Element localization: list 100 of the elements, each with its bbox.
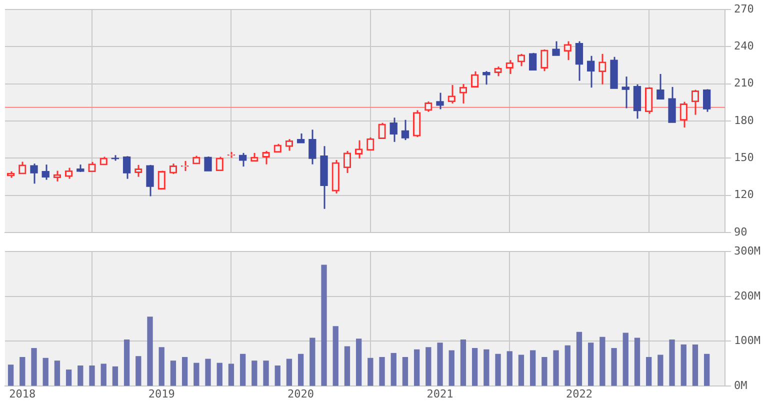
bar bbox=[147, 316, 153, 386]
y-tick-label: 100M bbox=[734, 334, 761, 348]
bar bbox=[286, 358, 292, 386]
bar bbox=[252, 360, 258, 386]
bar bbox=[518, 354, 524, 386]
candlestick bbox=[158, 170, 166, 190]
bar bbox=[622, 332, 628, 386]
bar bbox=[634, 338, 640, 386]
candlestick bbox=[238, 152, 247, 168]
candlestick bbox=[122, 155, 131, 180]
candlestick bbox=[204, 156, 212, 172]
candlestick bbox=[308, 128, 316, 166]
bar bbox=[680, 344, 686, 386]
y-tick-label: 300M bbox=[734, 244, 761, 258]
x-tick-label: 2018 bbox=[9, 387, 36, 400]
candlestick bbox=[656, 73, 664, 100]
x-tick-label: 2021 bbox=[426, 387, 454, 400]
candlestick bbox=[691, 89, 700, 116]
bar bbox=[658, 354, 664, 386]
bar bbox=[460, 340, 466, 386]
candlestick bbox=[552, 40, 560, 56]
candlestick bbox=[354, 140, 363, 160]
bar bbox=[600, 336, 606, 386]
bar bbox=[472, 348, 478, 386]
bar bbox=[321, 264, 327, 386]
bar bbox=[704, 354, 710, 386]
candlestick bbox=[18, 160, 26, 175]
candlestick bbox=[378, 122, 386, 140]
candlestick bbox=[702, 88, 711, 113]
y-tick-label: 0M bbox=[734, 378, 748, 392]
y-tick-label: 240 bbox=[734, 40, 754, 53]
candlestick bbox=[644, 86, 653, 115]
bar bbox=[78, 366, 84, 386]
bar bbox=[576, 332, 582, 386]
bar bbox=[344, 346, 350, 386]
candlestick bbox=[412, 109, 421, 138]
bar bbox=[112, 366, 118, 386]
bar bbox=[182, 357, 188, 386]
bar bbox=[646, 357, 652, 386]
bar bbox=[31, 348, 37, 386]
candlestick bbox=[401, 119, 410, 141]
candlestick bbox=[598, 53, 606, 86]
bar bbox=[379, 357, 385, 386]
candlestick bbox=[482, 70, 490, 86]
candlestick bbox=[216, 156, 224, 172]
candlestick bbox=[390, 116, 398, 143]
candlestick bbox=[424, 100, 432, 113]
bar bbox=[274, 366, 280, 386]
bar bbox=[426, 347, 432, 386]
candlestick bbox=[134, 164, 142, 178]
bar bbox=[42, 358, 48, 386]
bar bbox=[136, 356, 142, 386]
candlestick bbox=[517, 53, 526, 67]
candlestick bbox=[64, 167, 73, 180]
bar bbox=[158, 347, 164, 386]
y-tick-label: 270 bbox=[734, 2, 754, 16]
x-tick-label: 2020 bbox=[288, 387, 314, 400]
x-tick-label: 2019 bbox=[148, 387, 175, 400]
candlestick bbox=[470, 70, 479, 88]
bar bbox=[332, 326, 338, 386]
bar bbox=[356, 338, 362, 386]
candlestick bbox=[88, 161, 96, 172]
candlestick bbox=[680, 101, 688, 128]
bar bbox=[495, 354, 501, 386]
candlestick bbox=[575, 40, 584, 82]
bar bbox=[89, 366, 95, 386]
candlestick bbox=[262, 150, 270, 166]
bar bbox=[100, 364, 106, 386]
candlestick bbox=[42, 164, 50, 181]
candlestick bbox=[564, 40, 572, 61]
bar bbox=[506, 351, 512, 386]
candlestick bbox=[528, 52, 537, 71]
y-tick-label: 90 bbox=[734, 225, 748, 238]
y-tick-label: 150 bbox=[734, 150, 754, 164]
bar bbox=[692, 344, 698, 386]
candlestick bbox=[436, 92, 444, 110]
candlestick bbox=[169, 162, 178, 175]
bar bbox=[298, 354, 304, 386]
y-tick-label: 210 bbox=[734, 76, 754, 90]
candlestick bbox=[586, 55, 595, 88]
bar bbox=[414, 349, 420, 386]
bar bbox=[611, 348, 617, 386]
bar bbox=[310, 338, 316, 386]
bar bbox=[8, 364, 14, 386]
bar bbox=[240, 354, 246, 386]
bar bbox=[205, 358, 211, 386]
bar bbox=[216, 362, 222, 386]
candlestick bbox=[343, 150, 352, 174]
y-tick-label: 200M bbox=[734, 289, 761, 302]
bar bbox=[228, 364, 234, 386]
bar bbox=[553, 350, 559, 386]
bar bbox=[402, 357, 408, 386]
candlestick bbox=[540, 48, 548, 72]
bar bbox=[390, 352, 396, 386]
candlestick bbox=[622, 76, 630, 109]
bar bbox=[437, 342, 443, 386]
candlestick bbox=[30, 162, 38, 184]
x-tick-label: 2022 bbox=[566, 387, 592, 400]
y-tick-label: 120 bbox=[734, 188, 754, 202]
bar bbox=[194, 362, 200, 386]
